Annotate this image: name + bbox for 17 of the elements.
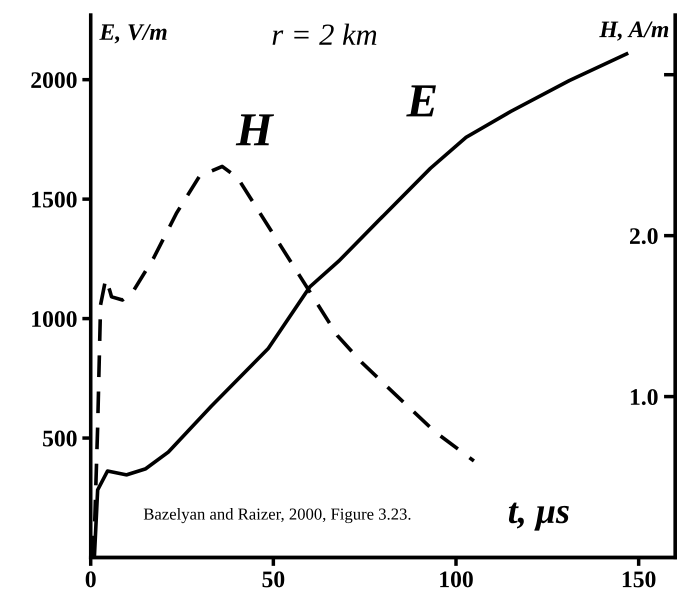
y2-tick-label: 1.0 xyxy=(630,389,658,406)
y2-tick-label: 2.0 xyxy=(630,228,658,244)
x-tick-label: 50 xyxy=(262,571,284,588)
chart-title: r = 2 km xyxy=(272,24,376,45)
y-axis-title: E, V/m xyxy=(99,24,167,44)
x-tick-label: 100 xyxy=(440,571,473,588)
x-axis-title: t, μs xyxy=(508,502,569,531)
y-tick-label: 500 xyxy=(43,430,77,446)
y-tick-label: 2000 xyxy=(31,72,77,88)
annotation: Bazelyan and Raizer, 2000, Figure 3.23. xyxy=(144,508,410,524)
y-tick-label: 1500 xyxy=(32,192,77,208)
y2-axis-title: H, A/m xyxy=(599,22,668,41)
x-tick-label: 150 xyxy=(622,571,656,588)
series-label: H xyxy=(236,114,274,146)
x-tick-label: 0 xyxy=(86,571,96,588)
series-label: E xyxy=(406,85,436,116)
y-tick-label: 1000 xyxy=(32,311,77,328)
